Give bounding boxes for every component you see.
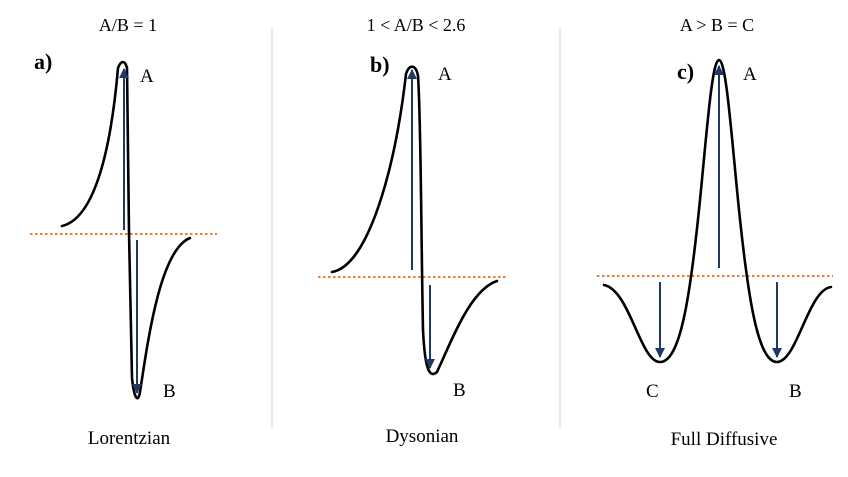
caption-b: Dysonian (386, 426, 459, 447)
ratio-label-b: 1 < A/B < 2.6 (367, 15, 466, 35)
lineshape-curve-c (602, 58, 833, 364)
point-label-b-trough: B (453, 380, 466, 401)
point-label-c-trough-c: C (646, 381, 659, 402)
panel-letter-a: a) (34, 49, 52, 74)
lineshape-curve-b (330, 65, 499, 376)
point-label-c-peak: A (743, 64, 757, 85)
panel-b: 1 < A/B < 2.6 b) A B Dysonian (318, 15, 507, 447)
point-label-c-trough-b: B (789, 381, 802, 402)
point-label-a-trough: B (163, 381, 176, 402)
lineshape-curve-a (60, 60, 192, 400)
ratio-label-a: A/B = 1 (99, 15, 157, 35)
ratio-label-c: A > B = C (680, 15, 754, 35)
panel-a: A/B = 1 a) A B Lorentzian (30, 15, 217, 449)
panel-c: A > B = C c) A C B Full Diffusive (597, 15, 833, 450)
point-label-a-peak: A (140, 66, 154, 87)
point-label-b-peak: A (438, 64, 452, 85)
caption-a: Lorentzian (88, 428, 171, 449)
caption-c: Full Diffusive (671, 429, 778, 450)
panel-letter-c: c) (677, 59, 694, 84)
panel-letter-b: b) (370, 52, 390, 77)
